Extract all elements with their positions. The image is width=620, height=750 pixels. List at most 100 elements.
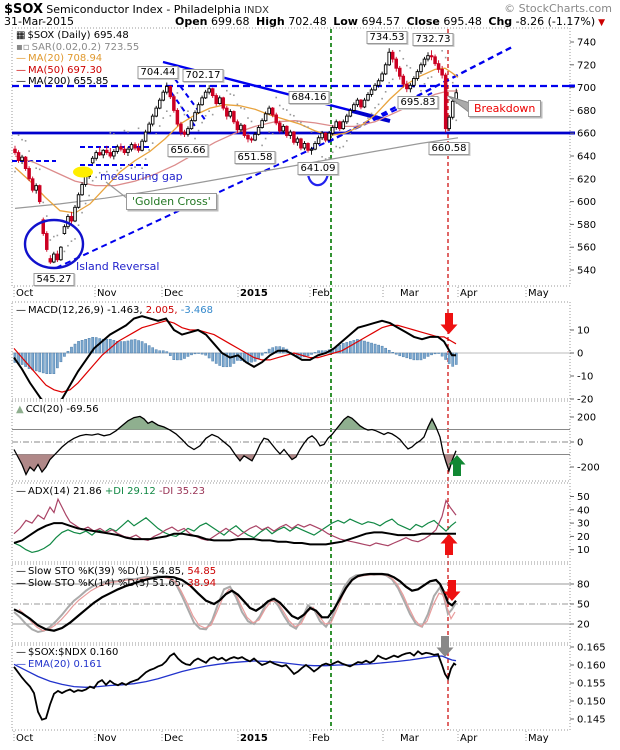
cci-panel (12, 415, 570, 477)
candle (119, 143, 123, 152)
y-tick-label: 560 (577, 243, 596, 254)
y-tick-label: 660 (577, 129, 596, 140)
month-label: Nov (97, 288, 117, 299)
candle (154, 105, 158, 118)
candle (101, 149, 105, 159)
y-tick-label: 10 (577, 545, 590, 556)
y-tick-label: 50 (577, 492, 590, 503)
y-tick-label: 540 (577, 266, 596, 277)
candle (225, 105, 229, 120)
candle (412, 76, 416, 88)
high-value: 702.48 (288, 15, 327, 28)
candle (133, 142, 137, 151)
ratio-legend: — $SOX:$NDX 0.160 — EMA(20) 0.161 (16, 647, 118, 670)
adx-signal-arrow (440, 534, 458, 555)
candle (196, 102, 201, 114)
candle (45, 231, 49, 252)
index-name: Semiconductor Index - Philadelphia (46, 3, 241, 16)
candle (52, 251, 56, 264)
price-label: 702.17 (182, 69, 224, 82)
candle (126, 146, 130, 156)
candle (115, 144, 120, 154)
candle (362, 97, 367, 109)
candle (436, 60, 441, 73)
price-label: 651.58 (234, 151, 276, 164)
candle (69, 211, 74, 225)
candle (383, 62, 388, 76)
exchange-label: INDX (244, 5, 269, 16)
candle (369, 87, 374, 97)
candle (168, 85, 173, 99)
chg-label: Chg (488, 15, 513, 28)
candle (429, 50, 434, 61)
candle (447, 114, 451, 131)
candle (320, 130, 324, 141)
price-label: 734.53 (366, 31, 408, 44)
candle (306, 142, 310, 153)
ema-line-icon: — (16, 658, 26, 670)
di-plus-value: +DI 29.12 (104, 486, 156, 497)
month-label: Dec (164, 733, 183, 744)
ma200-line (14, 137, 459, 209)
y-tick-label: 0.145 (577, 715, 606, 726)
cci-buy-arrow (448, 455, 466, 476)
y-tick-label: 40 (577, 505, 590, 516)
candle (105, 145, 109, 155)
candle (62, 224, 67, 235)
candle (193, 110, 197, 122)
breakdown-callout: Breakdown (468, 100, 542, 117)
y-tick-label: 600 (577, 197, 596, 208)
adx-line-icon: — (16, 486, 26, 497)
close-value: 695.48 (443, 15, 482, 28)
month-label: Oct (16, 733, 33, 744)
y-tick-label: 0.150 (577, 697, 606, 708)
candle (398, 65, 402, 80)
y-tick-label: -20 (577, 395, 593, 406)
di-plus-line (13, 517, 457, 554)
macd-sell-arrow (440, 313, 458, 334)
candle (73, 205, 77, 223)
candle (108, 148, 113, 159)
main-y-axis: 740 720 700 680 660 640 620 600 580 560 540 (570, 38, 596, 277)
macd-panel (12, 315, 570, 399)
cci-y-axis: 200 0 -200 (570, 413, 600, 474)
sto1-value: 54.85 (187, 566, 217, 577)
candle (334, 119, 338, 130)
price-label: 695.83 (397, 96, 439, 109)
y-tick-label: 20 (577, 532, 590, 543)
down-triangle-icon[interactable]: ▼ (598, 18, 606, 28)
low-label: Low (333, 15, 358, 28)
price-label: 660.58 (428, 142, 470, 155)
main-shapes (23, 166, 330, 270)
candle (112, 149, 116, 160)
price-label: 704.44 (137, 66, 179, 79)
quote-bar: Open 699.68 High 702.48 Low 694.57 Close… (175, 15, 608, 28)
sar-dots-icon: ▪▫ (16, 41, 30, 53)
candle (253, 132, 257, 142)
candle (394, 56, 398, 72)
cci-overbought-fill (14, 416, 456, 430)
candle (94, 150, 98, 161)
candle (256, 125, 261, 136)
sharpchart-icon: ▦ (16, 30, 26, 41)
candle (285, 125, 289, 138)
candle (203, 89, 208, 99)
candle (189, 118, 194, 130)
cci-line (13, 415, 457, 477)
trendline (55, 92, 433, 269)
month-label: Nov (97, 733, 117, 744)
month-label: Mar (400, 288, 420, 299)
ratio-y-axis: 0.165 0.160 0.155 0.150 0.145 (570, 643, 606, 726)
candle (341, 119, 346, 130)
measuring-gap-label: measuring gap (100, 170, 183, 183)
sto2-name: Slow STO %K(14) %D(3) 51.65, (28, 577, 185, 589)
candle (309, 146, 314, 155)
price-label: 545.27 (33, 273, 75, 286)
candle (97, 146, 102, 156)
candle (221, 96, 226, 111)
chg-value: -8.26 (-1.17%) (515, 15, 596, 28)
close-label: Close (406, 15, 440, 28)
candle (37, 184, 42, 204)
sto-legend: — Slow STO %K(39) %D(1) 54.85, 54.85 — Slo… (16, 566, 216, 589)
